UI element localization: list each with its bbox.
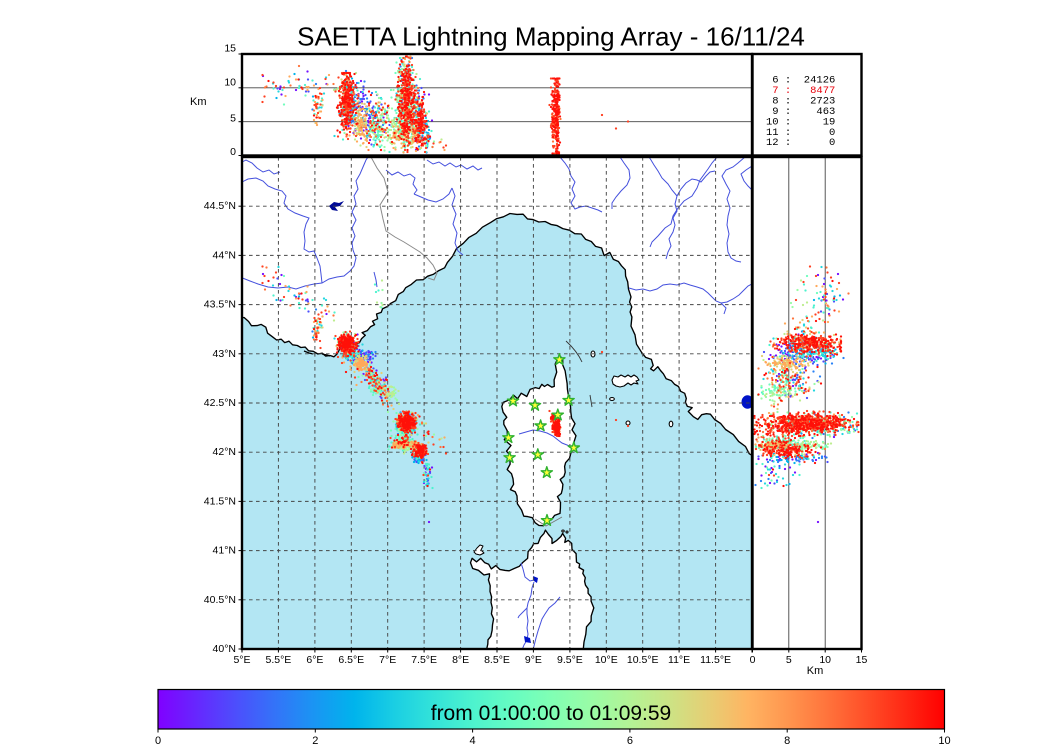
svg-text:40°N: 40°N xyxy=(213,643,236,655)
svg-text:5: 5 xyxy=(230,113,236,125)
svg-text:7.5°E: 7.5°E xyxy=(411,654,437,666)
svg-text:Km: Km xyxy=(190,96,207,108)
svg-text:42.5°N: 42.5°N xyxy=(204,397,236,409)
svg-text:7 : 8477: 7 : 8477 xyxy=(766,85,835,97)
svg-text:10°E: 10°E xyxy=(595,654,618,666)
svg-text:8.5°E: 8.5°E xyxy=(484,654,510,666)
svg-text:0: 0 xyxy=(155,735,161,747)
svg-text:40.5°N: 40.5°N xyxy=(204,594,236,606)
svg-text:11°E: 11°E xyxy=(668,654,690,666)
svg-text:42°N: 42°N xyxy=(213,446,236,458)
svg-text:0: 0 xyxy=(750,654,756,666)
svg-text:from 01:00:00 to 01:09:59: from 01:00:00 to 01:09:59 xyxy=(431,702,672,725)
svg-text:10: 10 xyxy=(819,654,831,666)
svg-text:6 : 24126: 6 : 24126 xyxy=(766,75,835,87)
svg-text:5: 5 xyxy=(786,654,792,666)
svg-text:7°E: 7°E xyxy=(379,654,396,666)
svg-text:8 : 2723: 8 : 2723 xyxy=(766,95,835,107)
svg-text:8: 8 xyxy=(784,735,790,747)
svg-text:43.5°N: 43.5°N xyxy=(204,299,236,311)
svg-text:2: 2 xyxy=(312,735,318,747)
svg-text:43°N: 43°N xyxy=(213,348,236,360)
svg-text:5°E: 5°E xyxy=(233,654,250,666)
svg-text:15: 15 xyxy=(856,654,868,666)
svg-text:9.5°E: 9.5°E xyxy=(557,654,583,666)
svg-text:SAETTA Lightning Mapping Array: SAETTA Lightning Mapping Array - 16/11/2… xyxy=(297,22,805,52)
svg-text:9 : 463: 9 : 463 xyxy=(766,106,835,118)
svg-text:11.5°E: 11.5°E xyxy=(700,654,731,666)
svg-text:9°E: 9°E xyxy=(525,654,542,666)
svg-text:12 : 0: 12 : 0 xyxy=(766,137,835,149)
svg-text:10 : 19: 10 : 19 xyxy=(766,116,835,128)
svg-text:6°E: 6°E xyxy=(306,654,323,666)
svg-text:5.5°E: 5.5°E xyxy=(265,654,291,666)
svg-text:41°N: 41°N xyxy=(213,545,236,557)
svg-text:44°N: 44°N xyxy=(213,249,236,261)
svg-text:10.5°E: 10.5°E xyxy=(627,654,659,666)
svg-text:41.5°N: 41.5°N xyxy=(204,495,236,507)
svg-text:10: 10 xyxy=(938,735,950,747)
svg-text:8°E: 8°E xyxy=(452,654,469,666)
svg-text:6.5°E: 6.5°E xyxy=(338,654,364,666)
svg-text:15: 15 xyxy=(224,43,236,55)
svg-text:44.5°N: 44.5°N xyxy=(204,200,236,212)
svg-text:11 : 0: 11 : 0 xyxy=(766,127,835,139)
svg-text:4: 4 xyxy=(470,735,476,747)
svg-text:6: 6 xyxy=(627,735,633,747)
svg-text:0: 0 xyxy=(230,146,236,158)
svg-text:10: 10 xyxy=(224,77,236,89)
svg-text:Km: Km xyxy=(807,665,824,677)
